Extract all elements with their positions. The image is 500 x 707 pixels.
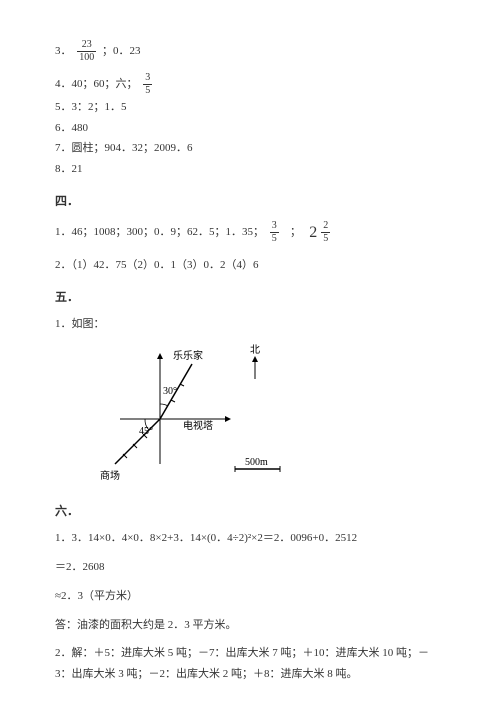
item-8: 8．21	[55, 160, 445, 179]
section4-item2: 2．（1）42．75（2）0．1（3）0．2（4）6	[55, 256, 445, 275]
label-north: 北	[250, 344, 260, 356]
s4-1-frac1: 3 5	[270, 221, 279, 244]
section4-item1: 1．46；1008；300；0．9；62．5；1．35； 3 5 ； 2 2 5	[55, 219, 445, 246]
label-home: 乐乐家	[173, 349, 203, 362]
s6-line6: 3：出库大米 3 吨；－2：出库大米 2 吨；＋8：进库大米 8 吨。	[55, 665, 445, 684]
s6-line2: ＝2．2608	[55, 558, 445, 577]
q3-fraction: 23 100	[77, 40, 96, 63]
item-4: 4．40；60；六； 3 5	[55, 73, 445, 96]
label-tower: 电视塔	[183, 419, 213, 432]
q4-fraction: 3 5	[143, 73, 152, 96]
diagram: 乐乐家 北 30° 电视塔 45° 商场 500m	[95, 339, 305, 489]
heading-6: 六．	[55, 501, 445, 521]
item-3: 3． 23 100 ；0．23	[55, 40, 445, 63]
item-6: 6．480	[55, 119, 445, 138]
item-5: 5．3：2；1．5	[55, 98, 445, 117]
s4-1-mixed: 2 2 5	[309, 219, 333, 246]
heading-4: 四．	[55, 191, 445, 211]
label-mall: 商场	[100, 469, 120, 482]
s4-1-pre: 1．46；1008；300；0．9；62．5；1．35；	[55, 226, 264, 238]
label-angle1: 30°	[163, 386, 177, 397]
q3-tail: ；0．23	[102, 45, 141, 57]
section5-item1: 1．如图：	[55, 315, 445, 334]
s6-line3: ≈2．3（平方米）	[55, 587, 445, 606]
s6-line5: 2．解：＋5：进库大米 5 吨；－7：出库大米 7 吨；＋10：进库大米 10 …	[55, 644, 445, 663]
q3-num: 3．	[55, 45, 72, 57]
q4-pre: 4．40；60；六；	[55, 78, 138, 90]
s6-line4: 答：油漆的面积大约是 2．3 平方米。	[55, 616, 445, 635]
label-angle2: 45°	[139, 426, 153, 437]
s4-1-sep: ；	[290, 226, 301, 238]
heading-5: 五．	[55, 287, 445, 307]
label-scale: 500m	[245, 457, 268, 468]
item-7: 7．圆柱；904．32；2009．6	[55, 139, 445, 158]
s6-line1: 1．3．14×0．4×0．8×2+3．14×(0．4÷2)²×2＝2．0096+…	[55, 529, 445, 548]
